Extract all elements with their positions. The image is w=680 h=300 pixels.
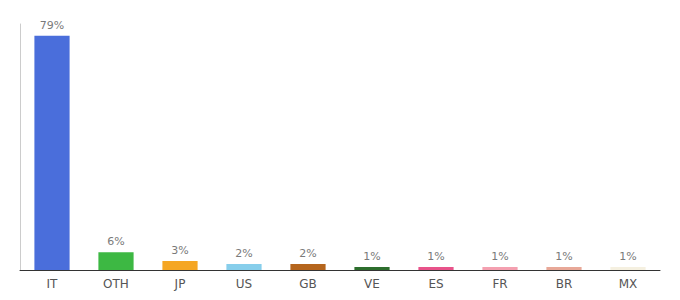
svg-text:JP: JP <box>174 277 186 291</box>
svg-text:MX: MX <box>619 277 638 291</box>
svg-text:1%: 1% <box>491 250 508 263</box>
svg-text:BR: BR <box>556 277 573 291</box>
svg-text:FR: FR <box>492 277 507 291</box>
svg-text:US: US <box>236 277 252 291</box>
svg-text:1%: 1% <box>619 250 636 263</box>
svg-text:ES: ES <box>428 277 443 291</box>
svg-text:1%: 1% <box>555 250 572 263</box>
svg-text:3%: 3% <box>171 244 188 257</box>
svg-text:1%: 1% <box>427 250 444 263</box>
svg-text:IT: IT <box>47 277 59 291</box>
svg-text:1%: 1% <box>363 250 380 263</box>
svg-text:OTH: OTH <box>103 277 129 291</box>
svg-text:2%: 2% <box>235 247 252 260</box>
svg-text:79%: 79% <box>40 19 64 32</box>
svg-text:6%: 6% <box>107 235 124 248</box>
svg-text:VE: VE <box>364 277 380 291</box>
svg-text:GB: GB <box>299 277 317 291</box>
svg-text:2%: 2% <box>299 247 316 260</box>
